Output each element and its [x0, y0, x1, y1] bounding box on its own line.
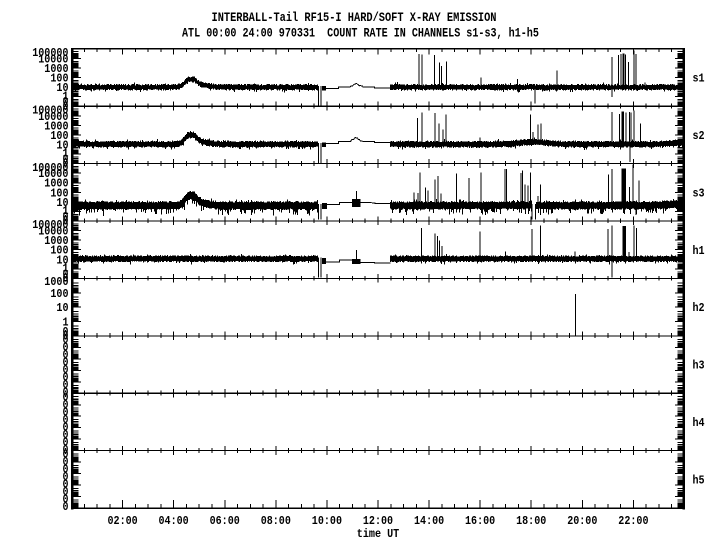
svg-text:100: 100 [50, 129, 68, 143]
svg-text:0: 0 [63, 267, 69, 281]
svg-text:ATL 00:00 24:00 970331 COUNT: ATL 00:00 24:00 970331 COUNT RATE IN CHA… [182, 26, 539, 41]
svg-text:0: 0 [63, 485, 69, 499]
svg-text:10000: 10000 [38, 167, 68, 181]
svg-text:22:00: 22:00 [618, 514, 648, 528]
svg-text:0: 0 [63, 455, 69, 469]
svg-text:h3: h3 [693, 359, 705, 373]
svg-text:0: 0 [63, 385, 69, 399]
svg-text:0: 0 [63, 500, 69, 514]
svg-text:100000: 100000 [32, 46, 68, 60]
svg-text:10000: 10000 [38, 52, 68, 66]
svg-text:0: 0 [63, 390, 69, 404]
svg-text:h4: h4 [693, 416, 705, 430]
svg-text:0: 0 [63, 153, 69, 167]
svg-text:10: 10 [56, 139, 68, 153]
svg-text:0: 0 [63, 272, 69, 286]
svg-text:100000: 100000 [32, 218, 68, 232]
svg-text:10:00: 10:00 [312, 514, 342, 528]
svg-text:h2: h2 [693, 301, 705, 315]
svg-text:1: 1 [63, 147, 69, 161]
svg-text:0: 0 [63, 470, 69, 484]
svg-text:08:00: 08:00 [261, 514, 291, 528]
svg-text:100: 100 [50, 244, 68, 258]
svg-text:0: 0 [63, 398, 69, 412]
svg-text:0: 0 [63, 420, 69, 434]
svg-text:0: 0 [63, 363, 69, 377]
svg-text:20:00: 20:00 [567, 514, 597, 528]
svg-text:100: 100 [50, 287, 68, 301]
svg-text:0: 0 [63, 370, 69, 384]
svg-text:10: 10 [56, 301, 68, 315]
svg-text:0: 0 [63, 413, 69, 427]
svg-text:0: 0 [63, 443, 69, 457]
svg-text:0: 0 [63, 378, 69, 392]
svg-text:0: 0 [63, 340, 69, 354]
svg-text:16:00: 16:00 [465, 514, 495, 528]
svg-text:1000: 1000 [44, 275, 68, 289]
svg-text:100: 100 [50, 72, 68, 86]
svg-text:06:00: 06:00 [210, 514, 240, 528]
svg-text:0: 0 [63, 99, 69, 113]
svg-text:0: 0 [63, 448, 69, 462]
svg-text:1: 1 [63, 262, 69, 276]
svg-text:0: 0 [63, 333, 69, 347]
svg-text:18:00: 18:00 [516, 514, 546, 528]
svg-text:0: 0 [63, 329, 69, 343]
svg-text:0: 0 [63, 428, 69, 442]
svg-text:0: 0 [63, 493, 69, 507]
svg-text:1000: 1000 [44, 62, 68, 76]
svg-text:h5: h5 [693, 474, 705, 488]
svg-text:100000: 100000 [32, 103, 68, 117]
svg-text:1: 1 [63, 316, 69, 330]
svg-text:0: 0 [63, 157, 69, 171]
svg-text:1000: 1000 [44, 119, 68, 133]
svg-text:s2: s2 [693, 129, 705, 143]
svg-text:0: 0 [63, 478, 69, 492]
svg-text:0: 0 [63, 210, 69, 224]
svg-text:100000: 100000 [32, 161, 68, 175]
svg-text:10: 10 [56, 196, 68, 210]
svg-text:10: 10 [56, 81, 68, 95]
svg-text:1000: 1000 [44, 234, 68, 248]
svg-text:0: 0 [63, 348, 69, 362]
svg-text:s3: s3 [693, 186, 705, 200]
svg-text:02:00: 02:00 [108, 514, 138, 528]
svg-text:time UT: time UT [357, 527, 399, 541]
svg-text:0: 0 [63, 214, 69, 228]
svg-text:100: 100 [50, 186, 68, 200]
svg-text:1: 1 [63, 204, 69, 218]
svg-text:0: 0 [63, 405, 69, 419]
svg-text:0: 0 [63, 95, 69, 109]
svg-text:s1: s1 [693, 72, 705, 86]
svg-text:h1: h1 [693, 244, 705, 258]
svg-text:10000: 10000 [38, 110, 68, 124]
svg-text:10000: 10000 [38, 225, 68, 239]
svg-text:1000: 1000 [44, 177, 68, 191]
svg-text:0: 0 [63, 463, 69, 477]
svg-text:0: 0 [63, 325, 69, 339]
svg-text:14:00: 14:00 [414, 514, 444, 528]
svg-text:0: 0 [63, 435, 69, 449]
svg-text:04:00: 04:00 [159, 514, 189, 528]
svg-text:10: 10 [56, 253, 68, 267]
svg-text:1: 1 [63, 89, 69, 103]
svg-text:INTERBALL-Tail RF15-I HARD/SOF: INTERBALL-Tail RF15-I HARD/SOFT X-RAY EM… [212, 10, 497, 25]
svg-text:0: 0 [63, 355, 69, 369]
svg-text:12:00: 12:00 [363, 514, 393, 528]
